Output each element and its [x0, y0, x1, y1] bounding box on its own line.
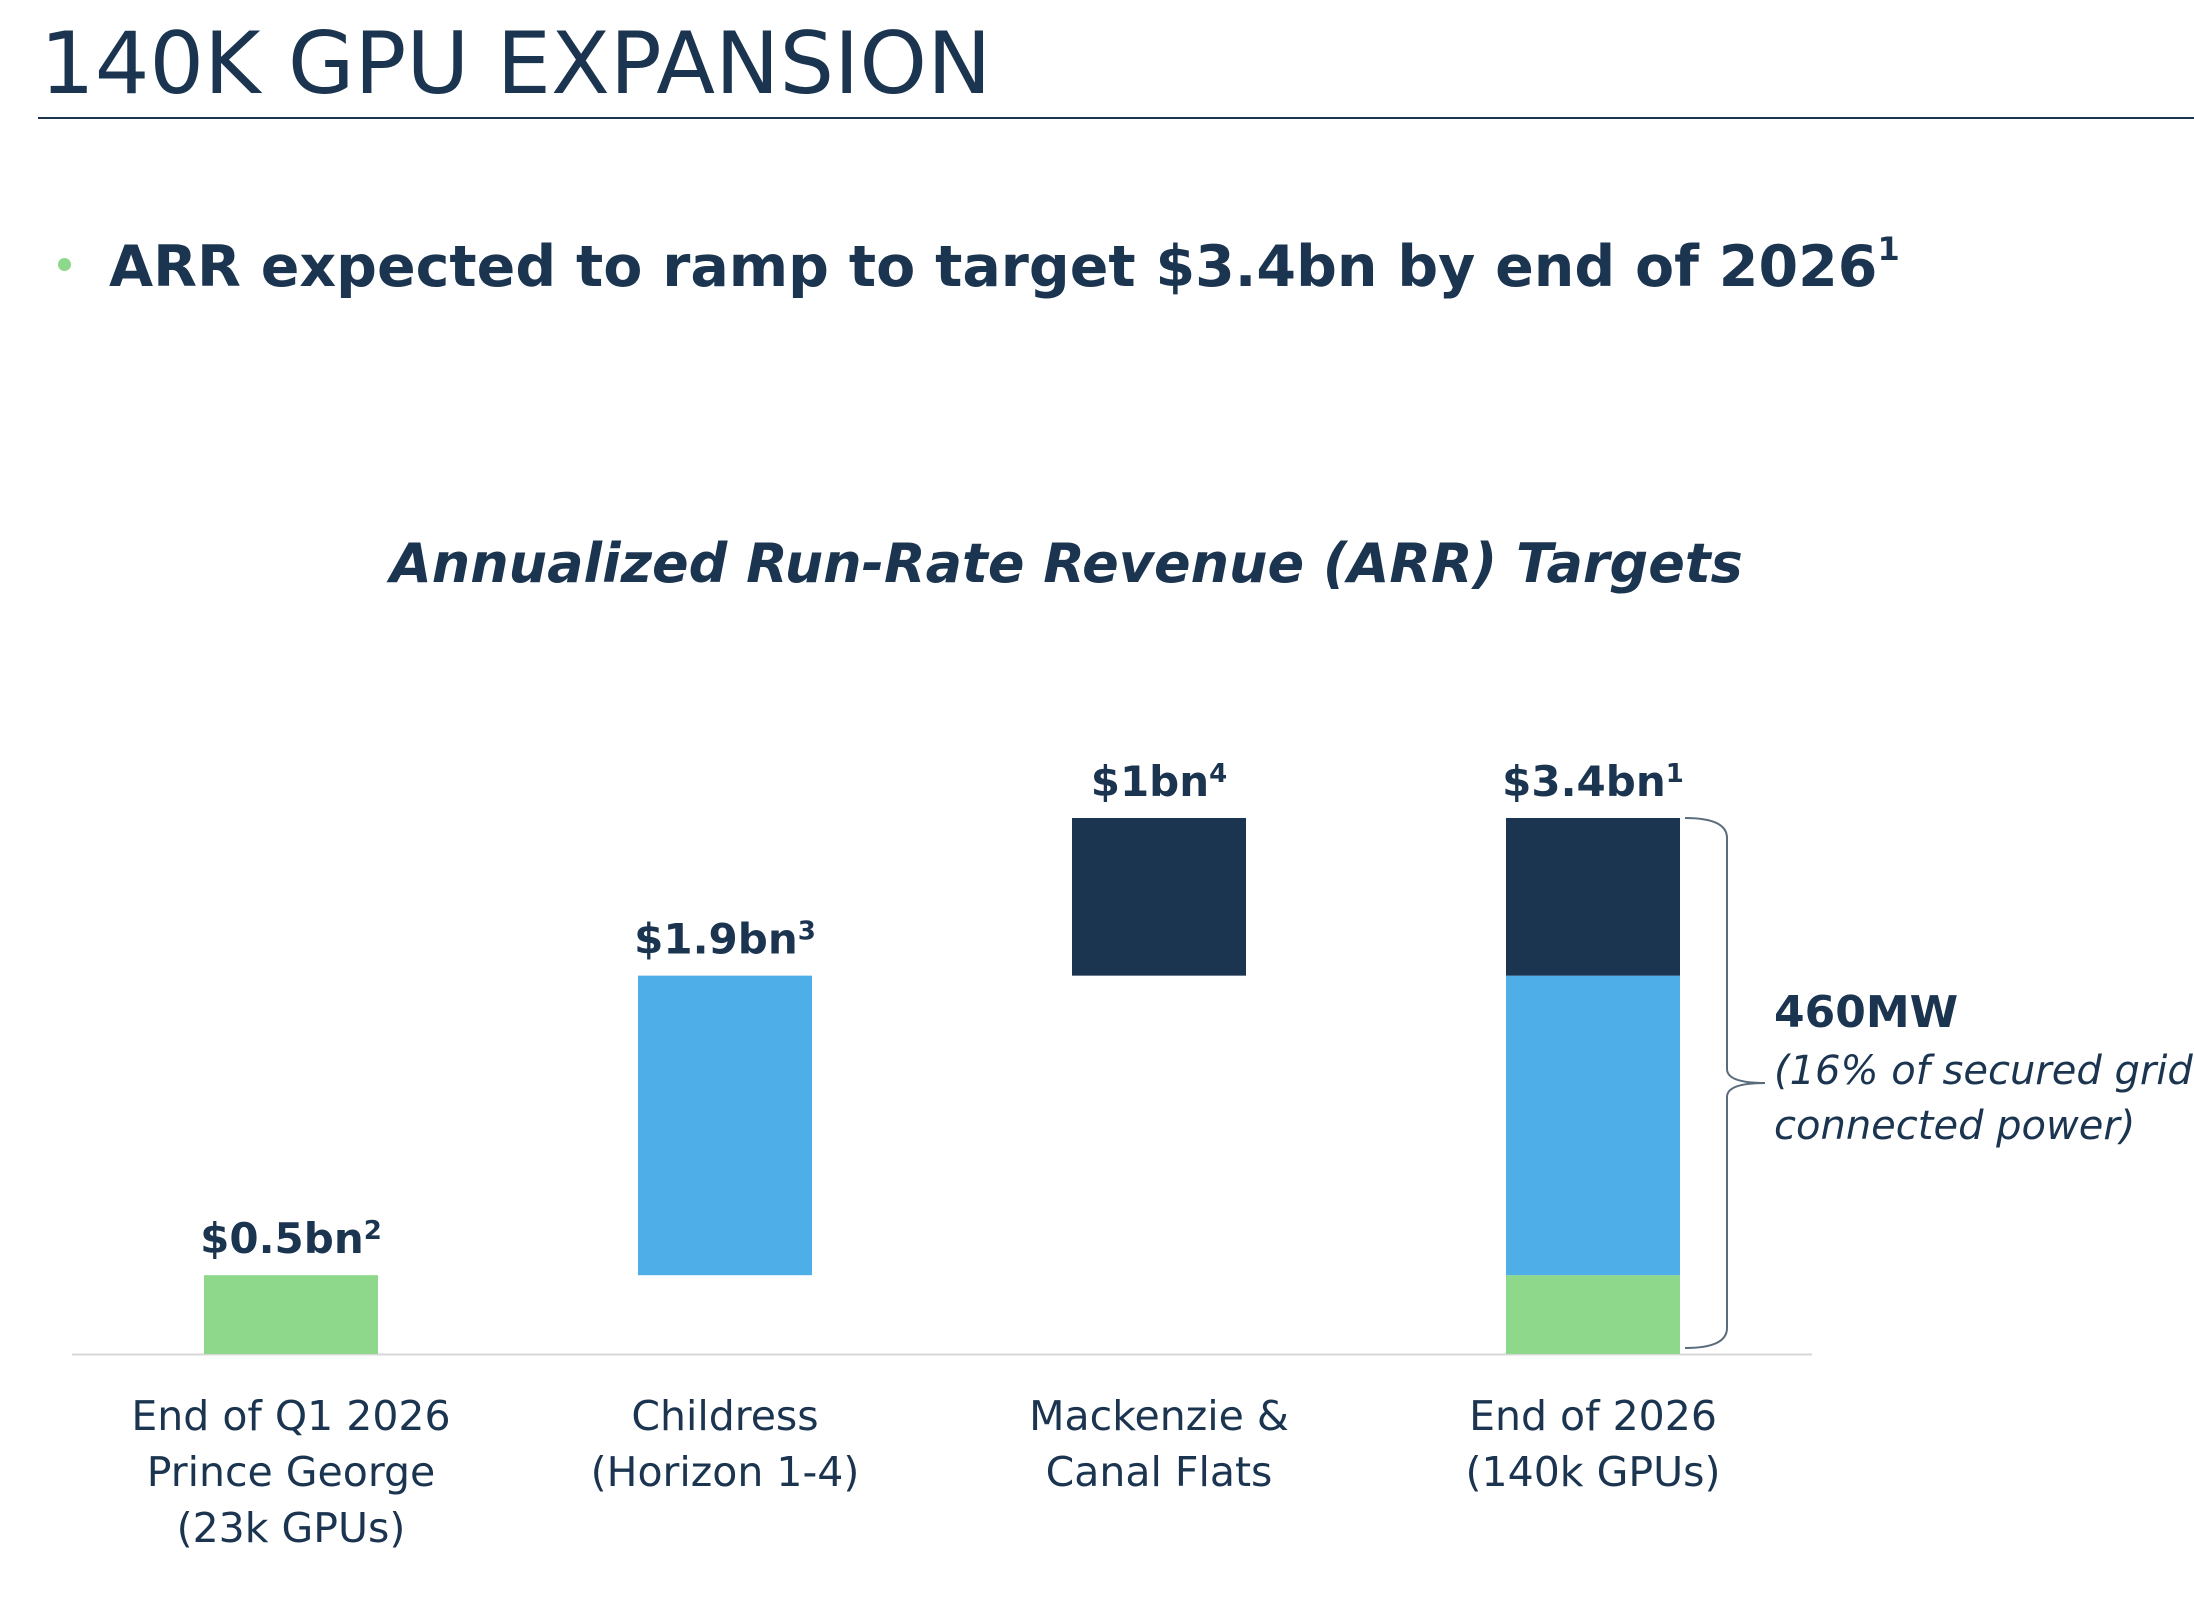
total-bracket — [1684, 817, 1766, 1349]
bar-segment-4-3 — [1506, 818, 1680, 976]
category-label-3: Mackenzie & Canal Flats — [1029, 1392, 1289, 1496]
annotation-title: 460MW — [1774, 987, 1958, 1038]
title-divider — [38, 117, 2194, 119]
bar-value-label-3: $1bn4 — [1091, 757, 1228, 806]
bar-2 — [638, 975, 812, 1276]
annotation-line-1: (16% of secured grid- — [1774, 1048, 2194, 1094]
bullet-dot-icon — [58, 257, 71, 271]
category-label-1: End of Q1 2026 Prince George (23k GPUs) — [131, 1392, 450, 1552]
annotation-line-2: connected power) — [1774, 1103, 2135, 1149]
bullet-point: ARR expected to ramp to target $3.4bn by… — [58, 230, 1900, 300]
category-label-4: End of 2026 (140k GPUs) — [1466, 1392, 1721, 1496]
page-title: 140K GPU EXPANSION — [40, 14, 992, 114]
bar-1 — [204, 1275, 378, 1354]
bar-3 — [1072, 818, 1246, 976]
bullet-footnote: 1 — [1877, 230, 1900, 268]
bar-value-label-2: $1.9bn3 — [634, 915, 816, 964]
bar-value-label-4: $3.4bn1 — [1502, 757, 1684, 806]
bullet-text: ARR expected to ramp to target $3.4bn by… — [109, 234, 1878, 300]
bar-segment-4-1 — [1506, 1275, 1680, 1354]
bar-value-label-1: $0.5bn2 — [200, 1214, 382, 1263]
bar-segment-4-2 — [1506, 975, 1680, 1276]
category-label-2: Childress (Horizon 1-4) — [591, 1392, 860, 1496]
chart-title: Annualized Run-Rate Revenue (ARR) Target… — [390, 532, 1743, 595]
